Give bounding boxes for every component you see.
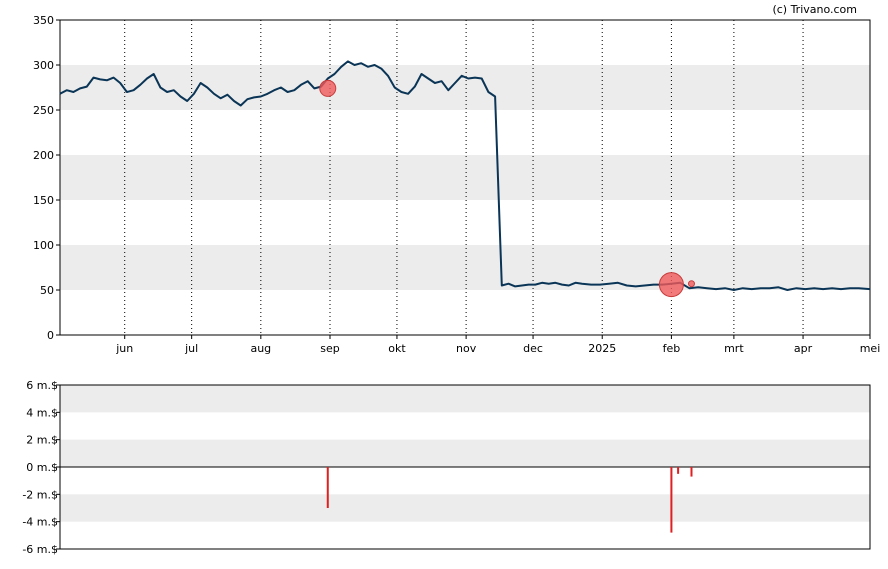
price-line (59, 60, 871, 291)
event-marker (319, 79, 337, 97)
grid-band (60, 65, 870, 110)
x-tick-label: 2025 (588, 342, 616, 355)
x-tick-label: feb (663, 342, 681, 355)
transaction-bar (326, 467, 329, 508)
x-tick-label: sep (320, 342, 339, 355)
y-tick-label: -2 m.$ (22, 488, 58, 501)
event-marker (687, 280, 695, 288)
x-tick-label: okt (388, 342, 406, 355)
price-chart: 0 50 100 150 200 250 300 350 jun jul aug sep okt nov d… (33, 14, 880, 355)
transaction-bar (677, 467, 680, 474)
copyright-text: (c) Trivano.com (772, 3, 857, 16)
grid-band (60, 245, 870, 290)
transaction-bar (690, 467, 693, 477)
x-tick-label: dec (523, 342, 543, 355)
y-tick-label: 50 (40, 284, 54, 297)
y-tick-label: -4 m.$ (22, 516, 58, 529)
plot-frame (59, 19, 871, 336)
x-tick-label: mei (860, 342, 881, 355)
grid-band (60, 439, 870, 467)
x-tick-label: aug (250, 342, 271, 355)
y-tick-label: 0 m.$ (26, 461, 58, 474)
event-marker (658, 272, 684, 298)
grid-band (60, 494, 870, 522)
x-tick-label: mrt (724, 342, 744, 355)
y-tick-label: 350 (33, 14, 54, 27)
grid-band (60, 385, 870, 413)
x-tick-label: nov (456, 342, 477, 355)
y-tick-label: 150 (33, 194, 54, 207)
y-tick-label: -6 m.$ (22, 543, 58, 556)
y-tick-label: 2 m.$ (26, 434, 58, 447)
transaction-bar (670, 467, 673, 533)
y-tick-label: 4 m.$ (26, 406, 58, 419)
grid-band (60, 155, 870, 200)
y-tick-label: 300 (33, 59, 54, 72)
y-tick-label: 250 (33, 104, 54, 117)
y-tick-label: 100 (33, 239, 54, 252)
x-tick-label: apr (794, 342, 813, 355)
insider-transactions-chart: 6 m.$ 4 m.$ 2 m.$ 0 m.$ -2 m.$ -4 m.$ -6 m.$ (22, 379, 871, 556)
y-tick-label: 0 (47, 329, 54, 342)
y-tick-label: 6 m.$ (26, 379, 58, 392)
y-tick-label: 200 (33, 149, 54, 162)
x-tick-label: jul (184, 342, 198, 355)
x-tick-label: jun (115, 342, 133, 355)
